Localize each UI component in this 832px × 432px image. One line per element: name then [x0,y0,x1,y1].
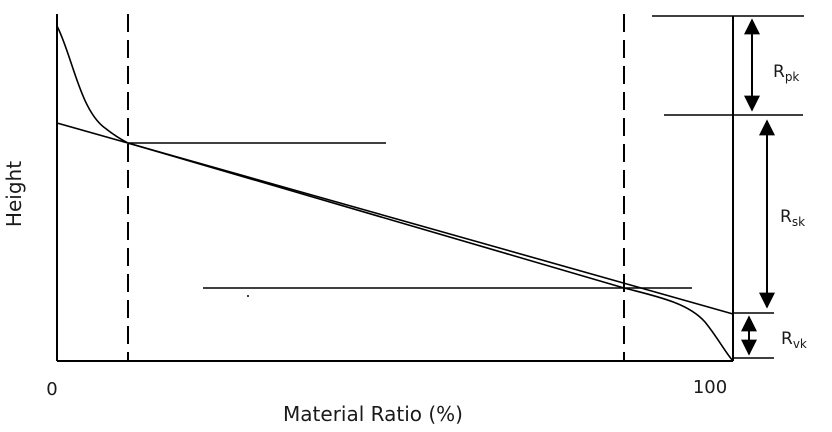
rsk-label: Rsk [780,207,805,229]
y-axis-label: Height [2,161,26,227]
rvk-label: Rvk [781,329,807,351]
bearing-curve [56,25,734,362]
x-tick-100: 100 [693,377,727,398]
x-axis-label: Material Ratio (%) [283,402,463,426]
small-dot [247,295,249,297]
rpk-label: Rpk [773,62,799,84]
x-tick-0: 0 [46,379,57,400]
